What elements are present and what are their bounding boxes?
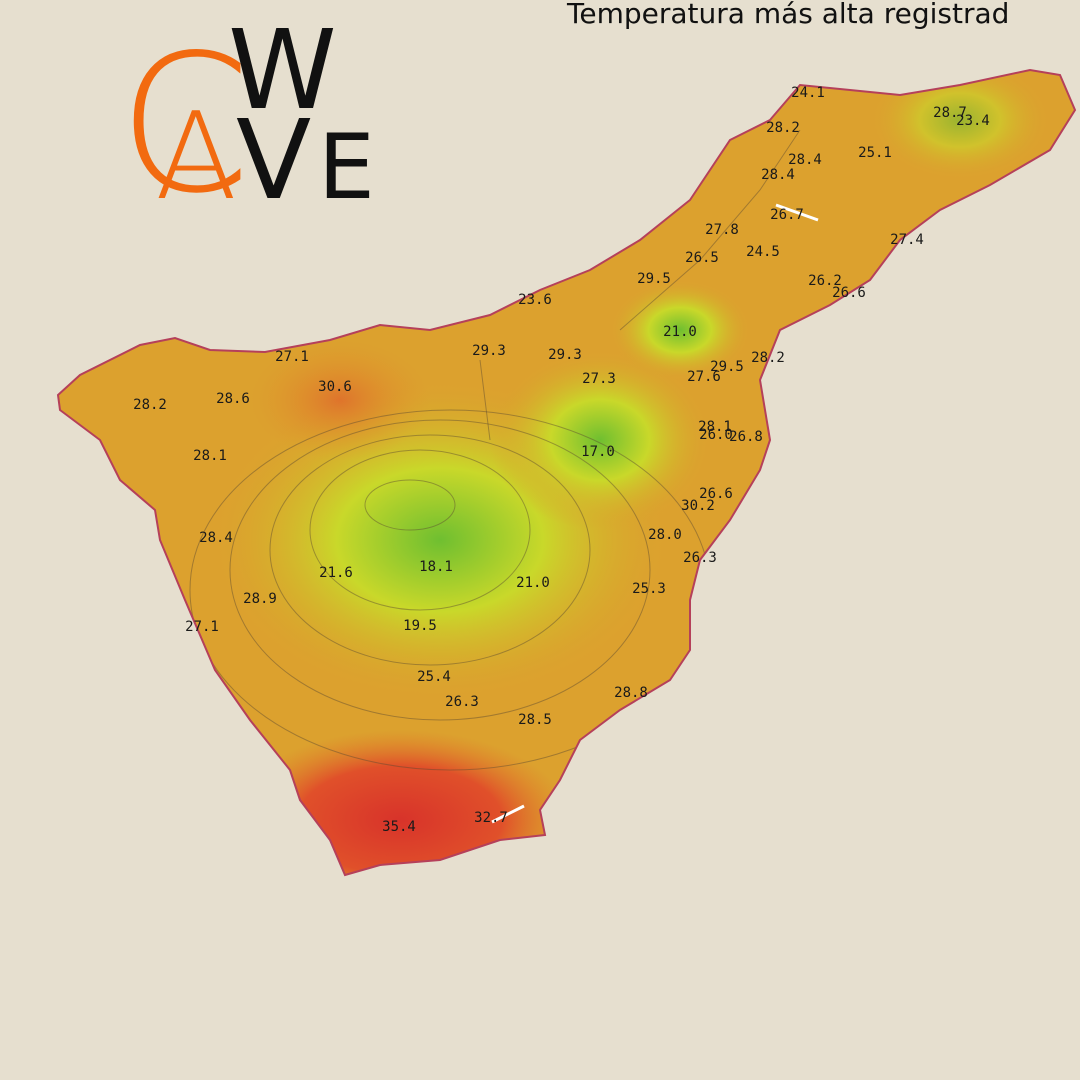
station-label: 28.8 <box>614 685 648 701</box>
station-label: 27.4 <box>890 232 924 248</box>
station-label: 28.9 <box>243 591 277 607</box>
station-label: 28.0 <box>648 527 682 543</box>
marker-line <box>491 804 525 824</box>
station-label: 29.3 <box>472 343 506 359</box>
station-label: 19.5 <box>403 618 437 634</box>
station-label: 28.7 <box>933 105 967 121</box>
station-label: 28.4 <box>761 167 795 183</box>
station-label: 30.6 <box>318 379 352 395</box>
station-label: 27.6 <box>687 369 721 385</box>
station-label: 28.4 <box>788 152 822 168</box>
station-label: 18.1 <box>419 559 453 575</box>
logo: C A W V E <box>118 6 375 235</box>
station-label: 17.0 <box>581 444 615 460</box>
station-label: 25.1 <box>858 145 892 161</box>
map-title: Temperatura más alta registrad <box>566 0 1009 30</box>
station-label: 21.6 <box>319 565 353 581</box>
station-label: 21.0 <box>516 575 550 591</box>
station-label: 25.3 <box>632 581 666 597</box>
station-label: 23.4 <box>956 113 990 129</box>
station-label: 26.5 <box>685 250 719 266</box>
logo-letter: A <box>155 88 237 227</box>
station-label: 26.3 <box>445 694 479 710</box>
station-label: 28.1 <box>193 448 227 464</box>
logo-letter: C <box>118 14 251 235</box>
logo-letter: W <box>228 6 337 134</box>
station-label: 29.3 <box>548 347 582 363</box>
station-label: 30.2 <box>681 498 715 514</box>
station-label: 26.0 <box>699 427 733 443</box>
station-label: 25.4 <box>417 669 451 685</box>
logo-letter: E <box>318 115 375 220</box>
station-label: 28.6 <box>216 391 250 407</box>
station-label: 27.1 <box>185 619 219 635</box>
station-label: 28.2 <box>751 350 785 366</box>
station-label: 28.2 <box>766 120 800 136</box>
station-label: 24.1 <box>791 85 825 101</box>
station-label: 28.2 <box>133 397 167 413</box>
station-label: 27.1 <box>275 349 309 365</box>
station-label: 35.4 <box>382 819 416 835</box>
station-label: 26.8 <box>729 429 763 445</box>
station-label: 24.5 <box>746 244 780 260</box>
station-label: 26.6 <box>699 486 733 502</box>
station-label: 28.1 <box>698 419 732 435</box>
station-label: 26.7 <box>770 207 804 223</box>
station-label: 27.3 <box>582 371 616 387</box>
station-label: 23.6 <box>518 292 552 308</box>
station-label: 29.5 <box>710 359 744 375</box>
station-label: 28.4 <box>199 530 233 546</box>
station-label: 26.3 <box>683 550 717 566</box>
station-label: 26.6 <box>832 285 866 301</box>
station-label: 29.5 <box>637 271 671 287</box>
station-label: 28.5 <box>518 712 552 728</box>
station-label: 27.8 <box>705 222 739 238</box>
station-label: 26.2 <box>808 273 842 289</box>
station-label: 32.7 <box>474 810 508 826</box>
station-label: 21.0 <box>663 324 697 340</box>
marker-line <box>775 203 819 222</box>
logo-letter: V <box>236 96 311 224</box>
